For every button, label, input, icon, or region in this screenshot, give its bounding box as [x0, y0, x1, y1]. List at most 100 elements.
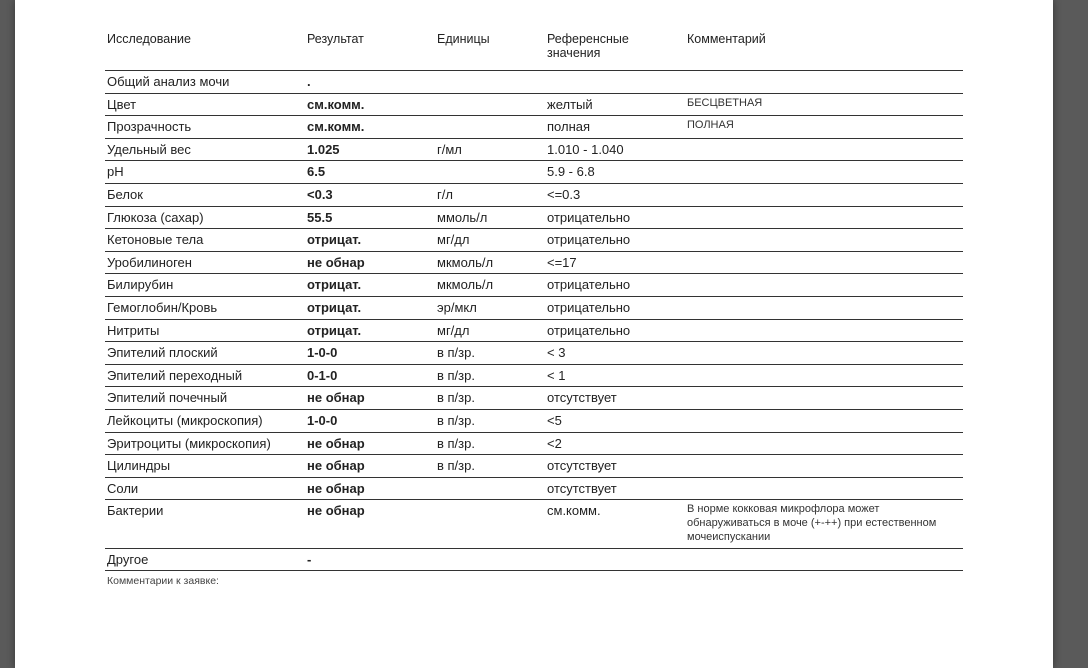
section-empty — [545, 71, 685, 94]
table-row: Лейкоциты (микроскопия)1-0-0в п/зр.<5 — [105, 409, 963, 432]
cell-result: не обнар — [305, 432, 435, 455]
table-row: Нитритыотрицат.мг/длотрицательно — [105, 319, 963, 342]
table-row: Другое- — [105, 548, 963, 571]
header-test: Исследование — [105, 28, 305, 71]
cell-reference: отрицательно — [545, 229, 685, 252]
cell-result: отрицат. — [305, 274, 435, 297]
cell-result: см.комм. — [305, 93, 435, 116]
cell-test: Гемоглобин/Кровь — [105, 296, 305, 319]
header-result: Результат — [305, 28, 435, 71]
cell-result: не обнар — [305, 455, 435, 478]
cell-reference: <=17 — [545, 251, 685, 274]
cell-test: Лейкоциты (микроскопия) — [105, 409, 305, 432]
cell-comment — [685, 251, 963, 274]
cell-reference: отсутствует — [545, 477, 685, 500]
cell-units: в п/зр. — [435, 455, 545, 478]
cell-comment — [685, 138, 963, 161]
lab-results-table: Исследование Результат Единицы Референсн… — [105, 28, 963, 571]
header-reference: Референсные значения — [545, 28, 685, 71]
cell-comment — [685, 161, 963, 184]
cell-result: см.комм. — [305, 116, 435, 139]
cell-test: Билирубин — [105, 274, 305, 297]
cell-units — [435, 500, 545, 548]
cell-comment: ПОЛНАЯ — [685, 116, 963, 139]
cell-comment — [685, 387, 963, 410]
cell-result: отрицат. — [305, 229, 435, 252]
cell-result: не обнар — [305, 387, 435, 410]
cell-comment — [685, 409, 963, 432]
cell-result: 1-0-0 — [305, 342, 435, 365]
table-row: Кетоновые телаотрицат.мг/длотрицательно — [105, 229, 963, 252]
viewport: Исследование Результат Единицы Референсн… — [0, 0, 1088, 668]
cell-comment — [685, 229, 963, 252]
cell-test: Соли — [105, 477, 305, 500]
cell-units: г/мл — [435, 138, 545, 161]
cell-reference: отрицательно — [545, 319, 685, 342]
cell-result: 55.5 — [305, 206, 435, 229]
cell-reference: <2 — [545, 432, 685, 455]
table-row: Солине обнар отсутствует — [105, 477, 963, 500]
cell-comment — [685, 455, 963, 478]
cell-reference: желтый — [545, 93, 685, 116]
table-row: Белок<0.3г/л<=0.3 — [105, 183, 963, 206]
cell-units: в п/зр. — [435, 364, 545, 387]
table-row: pH6.55.9 - 6.8 — [105, 161, 963, 184]
cell-test: Цвет — [105, 93, 305, 116]
table-row: Цветсм.комм.желтыйБЕСЦВЕТНАЯ — [105, 93, 963, 116]
header-comment: Комментарий — [685, 28, 963, 71]
cell-units — [435, 477, 545, 500]
document-page: Исследование Результат Единицы Референсн… — [15, 0, 1053, 668]
table-row: Билирубинотрицат.мкмоль/лотрицательно — [105, 274, 963, 297]
cell-units: мг/дл — [435, 319, 545, 342]
cell-reference: отсутствует — [545, 455, 685, 478]
header-units: Единицы — [435, 28, 545, 71]
cell-test: Удельный вес — [105, 138, 305, 161]
cell-test: Прозрачность — [105, 116, 305, 139]
section-title: Общий анализ мочи — [105, 71, 305, 94]
cell-result: 1-0-0 — [305, 409, 435, 432]
cell-reference: < 1 — [545, 364, 685, 387]
cell-reference: <=0.3 — [545, 183, 685, 206]
section-row: Общий анализ мочи . — [105, 71, 963, 94]
table-body: Общий анализ мочи . Цветсм.комм.желтыйБЕ… — [105, 71, 963, 571]
table-row: Глюкоза (сахар)55.5ммоль/лотрицательно — [105, 206, 963, 229]
table-row: Уробилиногенне обнармкмоль/л<=17 — [105, 251, 963, 274]
table-header-row: Исследование Результат Единицы Референсн… — [105, 28, 963, 71]
cell-units — [435, 161, 545, 184]
cell-reference: 5.9 - 6.8 — [545, 161, 685, 184]
cell-comment — [685, 548, 963, 571]
cell-result: не обнар — [305, 477, 435, 500]
table-row: Цилиндрыне обнарв п/зр.отсутствует — [105, 455, 963, 478]
table-row: Удельный вес1.025г/мл1.010 - 1.040 — [105, 138, 963, 161]
table-row: Бактериине обнарсм.комм.В норме кокковая… — [105, 500, 963, 548]
cell-reference: см.комм. — [545, 500, 685, 548]
cell-result: - — [305, 548, 435, 571]
cell-comment — [685, 206, 963, 229]
cell-reference — [545, 548, 685, 571]
cell-test: Нитриты — [105, 319, 305, 342]
table-row: Эпителий плоский1-0-0в п/зр.< 3 — [105, 342, 963, 365]
table-row: Прозрачностьсм.комм. полнаяПОЛНАЯ — [105, 116, 963, 139]
section-empty — [685, 71, 963, 94]
table-row: Эритроциты (микроскопия)не обнарв п/зр.<… — [105, 432, 963, 455]
cell-units: мкмоль/л — [435, 251, 545, 274]
cell-result: отрицат. — [305, 319, 435, 342]
cell-units: мкмоль/л — [435, 274, 545, 297]
cell-comment — [685, 296, 963, 319]
cell-units — [435, 93, 545, 116]
cell-result: 1.025 — [305, 138, 435, 161]
table-row: Эпителий почечныйне обнарв п/зр.отсутств… — [105, 387, 963, 410]
cell-comment — [685, 342, 963, 365]
cell-reference: полная — [545, 116, 685, 139]
cell-units: в п/зр. — [435, 387, 545, 410]
cell-units: мг/дл — [435, 229, 545, 252]
cell-result: не обнар — [305, 251, 435, 274]
cell-comment — [685, 274, 963, 297]
cell-units: в п/зр. — [435, 432, 545, 455]
cell-units: в п/зр. — [435, 342, 545, 365]
cell-test: Белок — [105, 183, 305, 206]
cell-result: не обнар — [305, 500, 435, 548]
table-row: Эпителий переходный0-1-0в п/зр.< 1 — [105, 364, 963, 387]
cell-test: Эритроциты (микроскопия) — [105, 432, 305, 455]
cell-reference: отрицательно — [545, 296, 685, 319]
